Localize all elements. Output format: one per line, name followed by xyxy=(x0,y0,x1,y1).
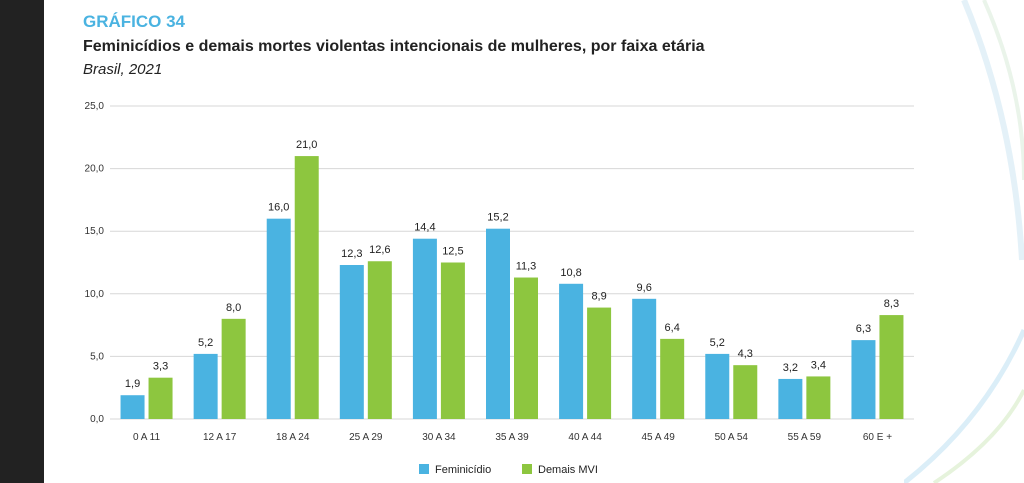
bar-feminicidio xyxy=(339,265,364,419)
bar-feminicidio xyxy=(851,340,876,419)
data-label: 12,6 xyxy=(369,244,390,256)
bar-demais-mvi xyxy=(440,262,465,419)
x-tick-label: 55 A 59 xyxy=(788,432,822,443)
data-label: 8,9 xyxy=(591,291,606,303)
y-tick-label: 15,0 xyxy=(85,226,105,237)
data-label: 3,4 xyxy=(811,359,826,371)
bar-feminicidio xyxy=(705,353,730,419)
bar-feminicidio xyxy=(120,395,145,419)
y-tick-label: 10,0 xyxy=(85,289,105,300)
x-tick-label: 30 A 34 xyxy=(422,432,456,443)
bar-feminicidio xyxy=(486,228,510,419)
bar-demais-mvi xyxy=(221,318,246,419)
y-axis: 0,0 5,0 10,0 15,0 20,0 25,0 xyxy=(85,101,105,425)
legend-swatch xyxy=(522,464,532,474)
bar-demais-mvi xyxy=(294,156,319,419)
x-tick-label: 50 A 54 xyxy=(715,432,749,443)
data-label: 11,3 xyxy=(516,261,537,273)
legend-label: Demais MVI xyxy=(538,464,598,476)
data-label: 8,0 xyxy=(226,302,241,314)
bar-demais-mvi xyxy=(587,307,612,419)
x-tick-label: 18 A 24 xyxy=(276,432,310,443)
chart-page: GRÁFICO 34 Feminicídios e demais mortes … xyxy=(44,0,1024,483)
bar-demais-mvi xyxy=(733,365,758,419)
bar-feminicidio xyxy=(266,218,291,419)
bar-demais-mvi xyxy=(660,338,685,419)
legend-label: Feminicídio xyxy=(435,464,491,476)
data-label: 8,3 xyxy=(884,298,899,310)
bar-feminicidio xyxy=(559,283,584,419)
data-label: 12,5 xyxy=(442,246,463,258)
data-label: 10,8 xyxy=(560,267,581,279)
x-tick-label: 12 A 17 xyxy=(203,432,237,443)
data-label: 5,2 xyxy=(198,337,213,349)
bar-feminicidio xyxy=(193,353,218,419)
bar-demais-mvi xyxy=(879,315,904,419)
y-tick-label: 20,0 xyxy=(85,164,105,175)
data-label: 4,3 xyxy=(738,348,753,360)
bars: 1,9 3,3 5,2 8,0 16,0 21,0 12,3 12,6 14,4 12,5 15,2… xyxy=(120,139,904,419)
bar-feminicidio xyxy=(632,298,657,419)
chart-title: Feminicídios e demais mortes violentas i… xyxy=(83,38,705,55)
data-label: 6,4 xyxy=(665,322,680,334)
x-tick-label: 60 E + xyxy=(863,432,892,443)
chart-number: GRÁFICO 34 xyxy=(83,12,186,31)
data-label: 3,3 xyxy=(153,361,168,373)
data-label: 1,9 xyxy=(125,378,140,390)
bar-feminicidio xyxy=(778,378,803,419)
y-tick-label: 0,0 xyxy=(90,414,104,425)
legend-swatch xyxy=(419,464,429,474)
x-tick-label: 35 A 39 xyxy=(495,432,529,443)
data-label: 12,3 xyxy=(341,248,362,260)
data-label: 15,2 xyxy=(487,212,508,224)
bar-demais-mvi xyxy=(514,277,538,419)
chart-subtitle: Brasil, 2021 xyxy=(83,61,163,78)
y-tick-label: 25,0 xyxy=(85,101,105,112)
x-tick-label: 25 A 29 xyxy=(349,432,383,443)
bar-demais-mvi xyxy=(806,376,831,419)
bar-demais-mvi xyxy=(148,377,173,419)
data-label: 9,6 xyxy=(637,282,652,294)
data-label: 14,4 xyxy=(414,222,435,234)
data-label: 21,0 xyxy=(296,139,317,151)
x-tick-label: 40 A 44 xyxy=(568,432,602,443)
bar-chart: 0,0 5,0 10,0 15,0 20,0 25,0 1,9 3,3 5,2 8,0 16,0 2… xyxy=(85,101,914,476)
x-tick-label: 45 A 49 xyxy=(641,432,675,443)
legend: Feminicídio Demais MVI xyxy=(419,464,598,476)
data-label: 5,2 xyxy=(710,337,725,349)
data-label: 16,0 xyxy=(268,202,289,214)
x-axis: 0 A 11 12 A 17 18 A 24 25 A 29 30 A 34 35 A 3… xyxy=(133,432,892,443)
bar-demais-mvi xyxy=(367,261,392,419)
y-tick-label: 5,0 xyxy=(90,351,104,362)
x-tick-label: 0 A 11 xyxy=(133,432,161,443)
bar-feminicidio xyxy=(412,238,437,419)
data-label: 3,2 xyxy=(783,362,798,374)
data-label: 6,3 xyxy=(856,323,871,335)
